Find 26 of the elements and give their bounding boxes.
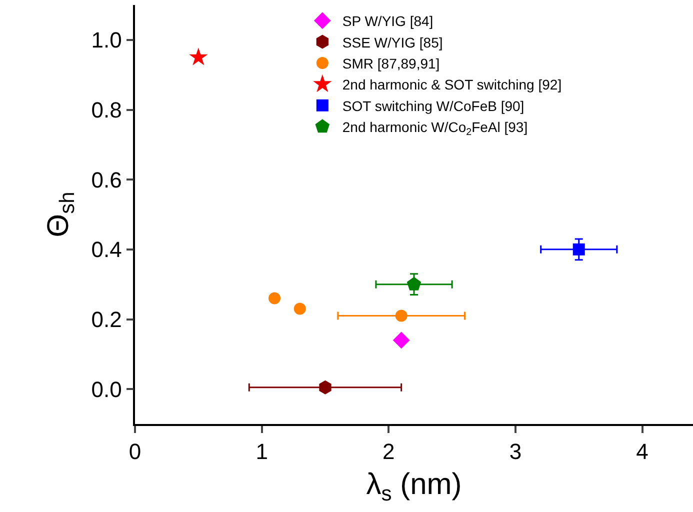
point (268, 292, 280, 304)
point (395, 310, 408, 322)
y-tick-label: 1.0 (91, 28, 122, 53)
legend-label: SMR [87,89,91] (342, 55, 440, 72)
legend-label: SOT switching W/CoFeB [90] (342, 98, 524, 114)
y-tick-label: 0.8 (91, 97, 122, 122)
y-tick-label: 0.2 (91, 306, 122, 332)
point (406, 276, 422, 290)
y-tick-label: 0.4 (91, 237, 122, 262)
x-tick-label: 0 (128, 439, 142, 464)
point (572, 243, 585, 256)
legend-label: SP W/YIG [84] (342, 13, 434, 30)
x-tick-label: 2 (382, 439, 395, 464)
legend-label: 2nd harmonic W/Co$_{2}$FeAl [93] (342, 119, 528, 138)
x-tick-label: 3 (509, 439, 522, 464)
y-tick-label: 0.6 (91, 167, 122, 192)
x-axis-title: λ$_{s}$ (nm) (366, 468, 462, 506)
legend-label: 2nd harmonic & SOT switching [92] (342, 76, 562, 93)
x-tick-label: 4 (636, 439, 648, 464)
y-tick-label: 0.0 (91, 376, 122, 402)
point (189, 48, 208, 66)
legend-label: SSE W/YIG [85] (342, 34, 443, 50)
x-tick-label: 1 (256, 439, 268, 464)
point (294, 302, 306, 315)
point (319, 380, 332, 394)
point (392, 332, 410, 349)
